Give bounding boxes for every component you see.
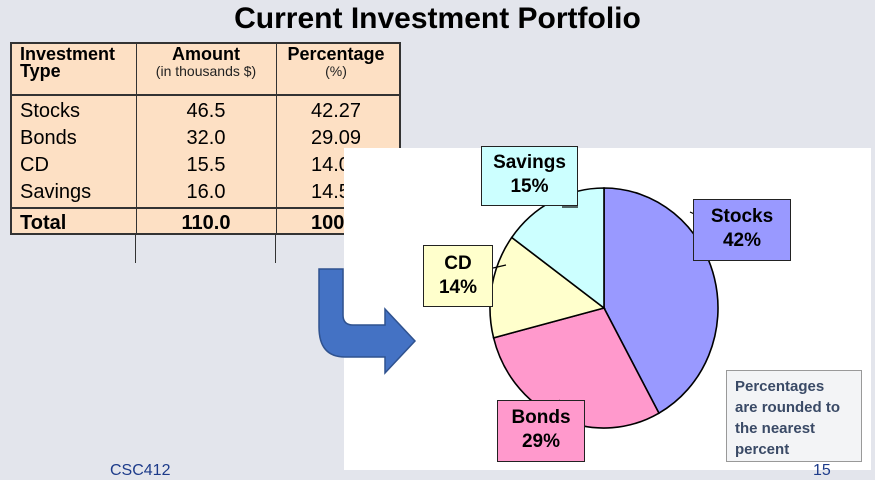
header-percentage-label: Percentage	[287, 44, 385, 64]
row-amount: 15.5	[186, 154, 226, 176]
pie-label-stocks-value: 42%	[722, 230, 762, 251]
row-percentage: 29.09	[310, 127, 362, 149]
pie-label-bonds-value: 29%	[521, 431, 561, 452]
table-tail-line-1	[135, 235, 136, 263]
table-row: Bonds 32.0 29.09	[12, 125, 399, 152]
row-percentage: 42.27	[310, 100, 362, 122]
note-line: Percentages	[735, 378, 825, 395]
pie-label-savings-name: Savings	[493, 152, 566, 173]
pie-label-cd: CD 14%	[423, 245, 493, 307]
note-line: percent	[735, 441, 790, 458]
pie-label-savings: Savings 15%	[481, 146, 578, 206]
header-type-label: Investment Type	[20, 44, 116, 81]
row-type: Bonds	[20, 127, 77, 149]
header-amount-unit: (in thousands $)	[155, 63, 257, 79]
pie-label-cd-value: 14%	[438, 277, 478, 298]
pie-label-cd-name: CD	[444, 253, 472, 274]
total-row: Total 110.0 100.0	[12, 210, 399, 237]
pie-label-bonds-name: Bonds	[511, 407, 571, 428]
header-percentage: Percentage (%)	[276, 44, 396, 102]
header-amount-label: Amount	[172, 44, 240, 64]
table-row: Stocks 46.5 42.27	[12, 98, 399, 125]
header-type: Investment Type	[20, 44, 130, 102]
pie-label-savings-value: 15%	[510, 176, 549, 197]
pie-label-stocks: Stocks 42%	[693, 199, 791, 261]
row-type: Savings	[20, 181, 92, 203]
table-row: Savings 16.0 14.55	[12, 179, 399, 206]
curved-down-right-arrow-icon	[318, 268, 417, 375]
footer-page-number: 15	[813, 462, 831, 479]
pie-label-stocks-name: Stocks	[710, 206, 774, 227]
table-row: CD 15.5 14.09	[12, 152, 399, 179]
portfolio-table: Investment Type Amount (in thousands $) …	[10, 42, 401, 235]
row-amount: 32.0	[186, 127, 226, 149]
pie-label-bonds: Bonds 29%	[497, 400, 585, 462]
note-line: the nearest	[735, 420, 816, 437]
total-divider	[12, 207, 399, 209]
header-divider	[12, 94, 399, 96]
rounding-note: Percentages are rounded to the nearest p…	[726, 370, 862, 462]
row-amount: 46.5	[186, 100, 226, 122]
col-divider-1	[136, 44, 137, 235]
total-type: Total	[20, 212, 67, 234]
footer-course-code: CSC412	[110, 462, 171, 479]
total-amount: 110.0	[181, 212, 231, 234]
row-type: Stocks	[20, 100, 81, 122]
table-tail-line-2	[275, 235, 276, 263]
row-type: CD	[20, 154, 49, 176]
header-amount: Amount (in thousands $)	[136, 44, 276, 102]
col-divider-2	[276, 44, 277, 235]
row-amount: 16.0	[186, 181, 226, 203]
header-percentage-unit: (%)	[325, 63, 347, 79]
note-line: are rounded to	[735, 399, 841, 416]
slide-title: Current Investment Portfolio	[234, 2, 641, 35]
